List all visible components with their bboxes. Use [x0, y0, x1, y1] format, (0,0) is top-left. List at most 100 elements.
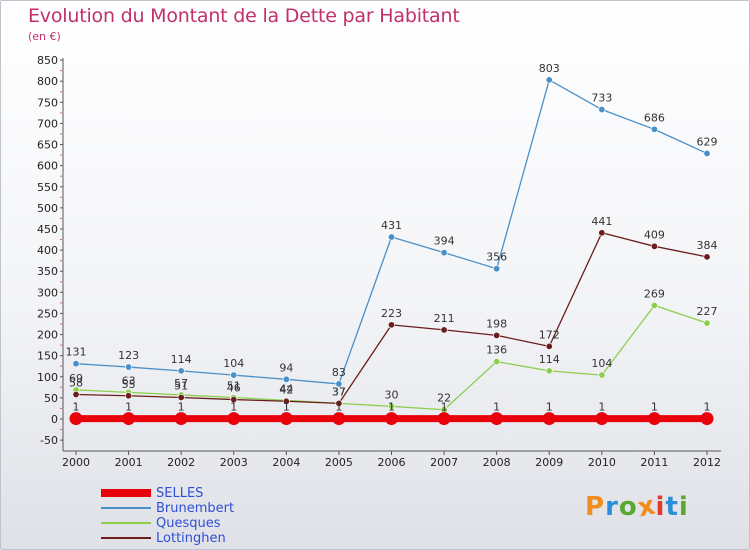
data-point-selles — [279, 412, 293, 426]
data-point-quesques — [650, 301, 658, 309]
legend-label: Lottinghen — [156, 531, 226, 546]
x-tick-label: 2012 — [693, 456, 721, 469]
data-label-brunembert: 803 — [539, 62, 560, 75]
data-label-brunembert: 431 — [381, 219, 402, 232]
data-point-quesques — [598, 371, 606, 379]
data-label-lottinghen: 211 — [434, 312, 455, 325]
data-label-quesques: 136 — [486, 344, 507, 357]
data-label-selles: 1 — [283, 401, 290, 414]
data-label-quesques: 22 — [437, 392, 451, 405]
data-label-lottinghen: 409 — [644, 228, 665, 241]
data-point-brunembert — [598, 106, 606, 114]
data-label-lottinghen: 198 — [486, 317, 507, 330]
data-point-selles — [595, 412, 609, 426]
data-label-selles: 1 — [546, 401, 553, 414]
data-label-quesques: 104 — [591, 357, 612, 370]
y-tick-label: 250 — [37, 307, 58, 320]
x-tick-label: 2005 — [325, 456, 353, 469]
data-label-brunembert: 394 — [434, 235, 455, 248]
data-label-brunembert: 123 — [118, 349, 139, 362]
data-point-quesques — [387, 402, 395, 410]
data-label-lottinghen: 441 — [591, 215, 612, 228]
data-label-selles: 1 — [651, 401, 658, 414]
data-label-lottinghen: 51 — [174, 379, 188, 392]
data-point-lottinghen — [703, 253, 711, 261]
y-tick-label: 400 — [37, 244, 58, 257]
data-point-brunembert — [282, 375, 290, 383]
data-point-brunembert — [545, 76, 553, 84]
data-label-lottinghen: 37 — [332, 385, 346, 398]
x-tick-label: 2010 — [588, 456, 616, 469]
data-point-selles — [542, 412, 556, 426]
data-label-brunembert: 733 — [591, 92, 612, 105]
data-point-brunembert — [440, 249, 448, 257]
data-label-selles: 1 — [230, 401, 237, 414]
y-tick-label: 50 — [44, 392, 58, 405]
data-point-selles — [437, 412, 451, 426]
data-label-lottinghen: 46 — [227, 382, 241, 395]
legend-swatch — [101, 489, 151, 497]
data-label-lottinghen: 223 — [381, 307, 402, 320]
legend-label: Quesques — [156, 516, 221, 531]
data-point-lottinghen — [440, 326, 448, 334]
x-tick-label: 2006 — [378, 456, 406, 469]
data-point-brunembert — [177, 367, 185, 375]
legend-swatch — [101, 537, 151, 539]
proxiti-logo: Proxiti — [585, 490, 689, 524]
data-point-selles — [385, 412, 398, 426]
data-label-quesques: 57 — [174, 377, 188, 390]
x-tick-label: 2008 — [483, 456, 511, 469]
y-tick-label: 850 — [37, 54, 58, 67]
y-tick-label: 800 — [37, 75, 58, 88]
data-label-selles: 1 — [704, 401, 711, 414]
legend-swatch — [101, 507, 151, 509]
data-point-selles — [490, 412, 504, 426]
data-point-lottinghen — [335, 399, 343, 407]
x-tick-label: 2001 — [115, 456, 143, 469]
data-point-brunembert — [72, 360, 80, 368]
y-tick-label: 600 — [37, 160, 58, 173]
x-tick-label: 2009 — [535, 456, 563, 469]
legend-label: SELLES — [156, 486, 204, 501]
data-label-quesques: 269 — [644, 287, 665, 300]
data-point-lottinghen — [545, 342, 553, 350]
x-tick-label: 2004 — [272, 456, 300, 469]
data-label-selles: 1 — [335, 401, 342, 414]
x-tick-label: 2000 — [62, 456, 90, 469]
data-label-selles: 1 — [125, 401, 132, 414]
data-point-quesques — [703, 319, 711, 327]
data-point-brunembert — [493, 265, 501, 273]
data-label-brunembert: 104 — [223, 357, 244, 370]
data-point-brunembert — [230, 371, 238, 379]
x-tick-label: 2003 — [220, 456, 248, 469]
y-tick-label: 0 — [51, 413, 58, 426]
data-point-selles — [122, 412, 136, 426]
data-point-lottinghen — [282, 397, 290, 405]
data-label-lottinghen: 384 — [697, 239, 718, 252]
data-point-lottinghen — [72, 391, 80, 399]
data-label-brunembert: 94 — [279, 361, 293, 374]
data-label-selles: 1 — [178, 401, 185, 414]
legend-label: Brunembert — [156, 501, 235, 516]
y-tick-label: 150 — [37, 350, 58, 363]
y-tick-label: 500 — [37, 202, 58, 215]
data-point-lottinghen — [387, 321, 395, 329]
y-tick-label: 450 — [37, 223, 58, 236]
data-point-brunembert — [703, 149, 711, 157]
data-label-brunembert: 114 — [171, 353, 192, 366]
y-tick-label: 300 — [37, 286, 58, 299]
data-point-brunembert — [387, 233, 395, 241]
data-point-brunembert — [125, 363, 133, 371]
data-label-selles: 1 — [598, 401, 605, 414]
data-label-quesques: 30 — [385, 388, 399, 401]
y-tick-label: 700 — [37, 117, 58, 130]
y-tick-label: 200 — [37, 329, 58, 342]
data-label-quesques: 44 — [279, 382, 293, 395]
data-label-selles: 1 — [388, 401, 395, 414]
data-label-quesques: 227 — [697, 305, 718, 318]
data-label-brunembert: 686 — [644, 111, 665, 124]
data-point-lottinghen — [125, 392, 133, 400]
data-point-quesques — [545, 367, 553, 375]
